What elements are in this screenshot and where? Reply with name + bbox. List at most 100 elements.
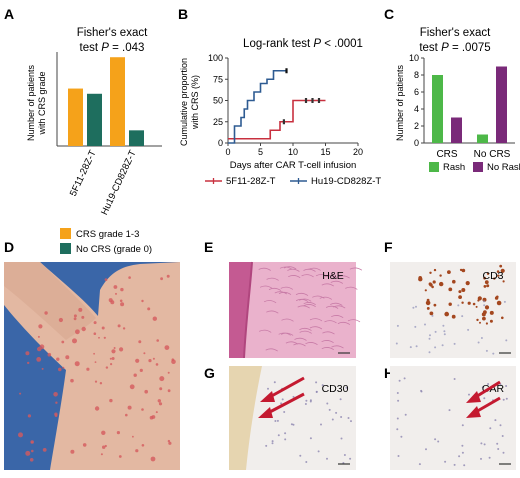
- chart-b-ylabel-line2: with CRS (%): [190, 75, 200, 130]
- chart-a-title-line2: test P = .043: [80, 42, 145, 54]
- rash-spot: [166, 274, 170, 278]
- rash-spot: [109, 357, 112, 360]
- nucleus: [396, 324, 399, 327]
- he-fiber: [331, 315, 344, 319]
- he-fiber: [325, 305, 339, 309]
- rash-spot: [155, 363, 159, 366]
- rash-spot: [141, 444, 145, 447]
- bar-2-1: [87, 93, 102, 146]
- nucleus: [467, 328, 470, 331]
- chart-c-ticks: 0 2 4 6 8 10: [409, 53, 424, 148]
- car-nucleus: [483, 397, 486, 400]
- chart-a-bars: [68, 57, 144, 146]
- rash-spot: [119, 347, 124, 352]
- cd3-cell: [428, 282, 432, 286]
- bar-1-2: [110, 57, 125, 146]
- rash-spot: [27, 361, 30, 365]
- he-epidermis: [229, 262, 252, 358]
- chart-c-bars: [432, 66, 507, 143]
- he-fiber: [330, 302, 343, 306]
- chart-b-legend-label-2: Hu19-CD828Z-T: [311, 176, 381, 187]
- cd30-nucleus: [349, 457, 352, 460]
- chart-a-legend-label-1: CRS grade 1-3: [76, 229, 139, 240]
- cd30-nucleus: [267, 387, 269, 390]
- rash-spot: [93, 321, 97, 325]
- cd30-nucleus: [315, 391, 318, 393]
- rash-spot: [55, 401, 58, 404]
- rash-spot: [93, 332, 97, 336]
- car-nucleus: [505, 385, 508, 387]
- rash-spot: [167, 371, 170, 374]
- panel-label-f: F: [384, 239, 393, 255]
- rash-spot: [133, 373, 137, 377]
- y-tick-label-2: 50: [213, 96, 223, 106]
- cd30-epidermis: [229, 366, 262, 470]
- car-nucleus: [480, 442, 483, 445]
- nucleus: [492, 352, 495, 355]
- chart-a-legend-swatch-1: [60, 228, 71, 239]
- he-fiber: [295, 292, 309, 296]
- rash-spot: [171, 359, 176, 365]
- rash-spot: [99, 382, 103, 385]
- car-nucleus: [448, 409, 451, 412]
- cd30-nucleus: [343, 454, 346, 456]
- he-fiber: [293, 343, 306, 347]
- rash-spot: [147, 307, 151, 311]
- car-nucleus: [463, 464, 466, 467]
- he-fiber: [324, 320, 337, 324]
- cd3-cell: [502, 280, 505, 283]
- cd3-cell: [439, 281, 444, 287]
- car-cells: [396, 377, 508, 467]
- car-nucleus: [487, 383, 490, 385]
- chart-c-category-1: CRS: [436, 149, 457, 160]
- he-fiber: [301, 274, 314, 278]
- he-fiber: [324, 275, 338, 279]
- chart-c-title-line2: test P = .0075: [419, 42, 490, 54]
- cd30-nucleus: [326, 457, 328, 460]
- km-curve-1: [228, 99, 326, 140]
- cd3-cell: [500, 268, 505, 273]
- cd3-cell: [424, 289, 427, 292]
- car-nucleus: [499, 424, 502, 427]
- panel-label-e: E: [204, 239, 213, 255]
- cd3-cell: [479, 321, 481, 324]
- histology-label-h: CAR: [482, 383, 505, 395]
- car-nucleus: [397, 399, 400, 402]
- cd30-nucleus: [304, 403, 307, 405]
- rash-spot: [37, 335, 40, 338]
- rash-spot: [65, 355, 70, 360]
- nucleus: [457, 304, 460, 307]
- cd3-cell: [465, 281, 470, 286]
- rash-spot: [164, 345, 170, 350]
- he-fiber: [294, 337, 307, 341]
- rash-spot: [36, 357, 42, 362]
- rash-spot: [70, 378, 74, 383]
- cd3-cell: [429, 311, 434, 316]
- rash-spot: [81, 326, 86, 332]
- rash-spot: [82, 443, 87, 447]
- cd3-cell: [426, 307, 430, 310]
- y-tick-label-0: 0: [218, 138, 223, 148]
- he-fiber: [259, 285, 273, 289]
- rash-spot: [158, 402, 163, 406]
- bar-1-1: [68, 88, 83, 146]
- car-nucleus: [496, 442, 499, 445]
- rash-spot: [139, 368, 143, 372]
- cd30-nucleus: [335, 411, 338, 414]
- chart-b-lines: [228, 68, 326, 144]
- car-nucleus: [396, 392, 399, 394]
- rash-spot: [156, 339, 159, 342]
- cd3-cell: [429, 271, 432, 274]
- rash-spot: [110, 300, 115, 305]
- rash-spot: [19, 392, 22, 395]
- car-nucleus: [397, 455, 400, 457]
- car-nucleus: [494, 419, 497, 422]
- he-fiber: [319, 296, 333, 300]
- cd3-cell: [483, 310, 487, 315]
- cd30-nucleus: [317, 450, 320, 453]
- rash-spot: [93, 352, 95, 355]
- he-fiber: [345, 286, 358, 290]
- cd3-cell: [484, 280, 489, 285]
- rash-spot: [54, 412, 58, 416]
- x-tick-label-1: 5: [258, 147, 263, 157]
